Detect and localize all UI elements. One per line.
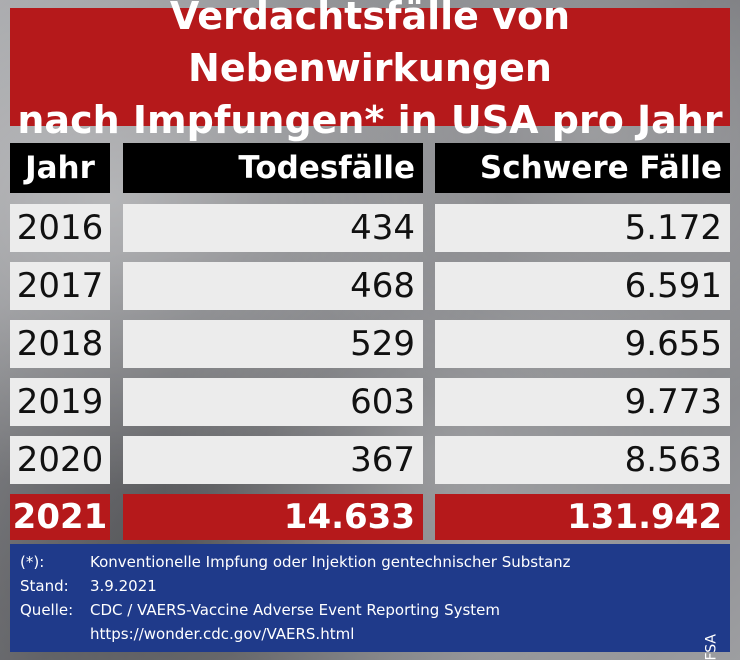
stand-key: Stand:: [20, 577, 69, 595]
title-line-2: nach Impfungen* in USA pro Jahr: [17, 98, 723, 142]
table-row-year: 2020: [10, 436, 110, 484]
credit-label: FSA: [704, 634, 720, 660]
source-text: CDC / VAERS-Vaccine Adverse Event Report…: [90, 601, 501, 619]
table-row-year: 2016: [10, 204, 110, 252]
footnote-text: Konventionelle Impfung oder Injektion ge…: [90, 553, 571, 571]
stand-line: Stand: 3.9.2021: [20, 574, 720, 598]
title-line-1: Verdachtsfälle von Nebenwirkungen: [169, 0, 571, 90]
header-jahr: Jahr: [10, 143, 110, 193]
table-row-year: 2017: [10, 262, 110, 310]
table-row-serious: 9.655: [435, 320, 730, 368]
table-row-deaths: 367: [123, 436, 423, 484]
source-line: Quelle: CDC / VAERS-Vaccine Adverse Even…: [20, 598, 720, 622]
source-key: Quelle:: [20, 601, 74, 619]
source-footer: (*): Konventionelle Impfung oder Injekti…: [10, 544, 730, 660]
table-row-year: 2019: [10, 378, 110, 426]
total-year: 2021: [10, 494, 110, 540]
source-url: https://wonder.cdc.gov/VAERS.html: [90, 625, 355, 643]
table-row-serious: 6.591: [435, 262, 730, 310]
table-row-serious: 8.563: [435, 436, 730, 484]
url-line: https://wonder.cdc.gov/VAERS.html: [20, 622, 720, 646]
footnote-line: (*): Konventionelle Impfung oder Injekti…: [20, 550, 720, 574]
title-banner: Verdachtsfälle von Nebenwirkungen nach I…: [10, 0, 730, 142]
table-row-deaths: 434: [123, 204, 423, 252]
table-row-serious: 5.172: [435, 204, 730, 252]
header-todesfaelle: Todesfälle: [123, 143, 423, 193]
table-row-serious: 9.773: [435, 378, 730, 426]
stand-date: 3.9.2021: [90, 577, 157, 595]
header-schwere-faelle: Schwere Fälle: [435, 143, 730, 193]
total-deaths: 14.633: [123, 494, 423, 540]
table-row-deaths: 529: [123, 320, 423, 368]
total-serious: 131.942: [435, 494, 730, 540]
table-row-deaths: 603: [123, 378, 423, 426]
table-row-year: 2018: [10, 320, 110, 368]
footnote-key: (*):: [20, 553, 45, 571]
table-row-deaths: 468: [123, 262, 423, 310]
